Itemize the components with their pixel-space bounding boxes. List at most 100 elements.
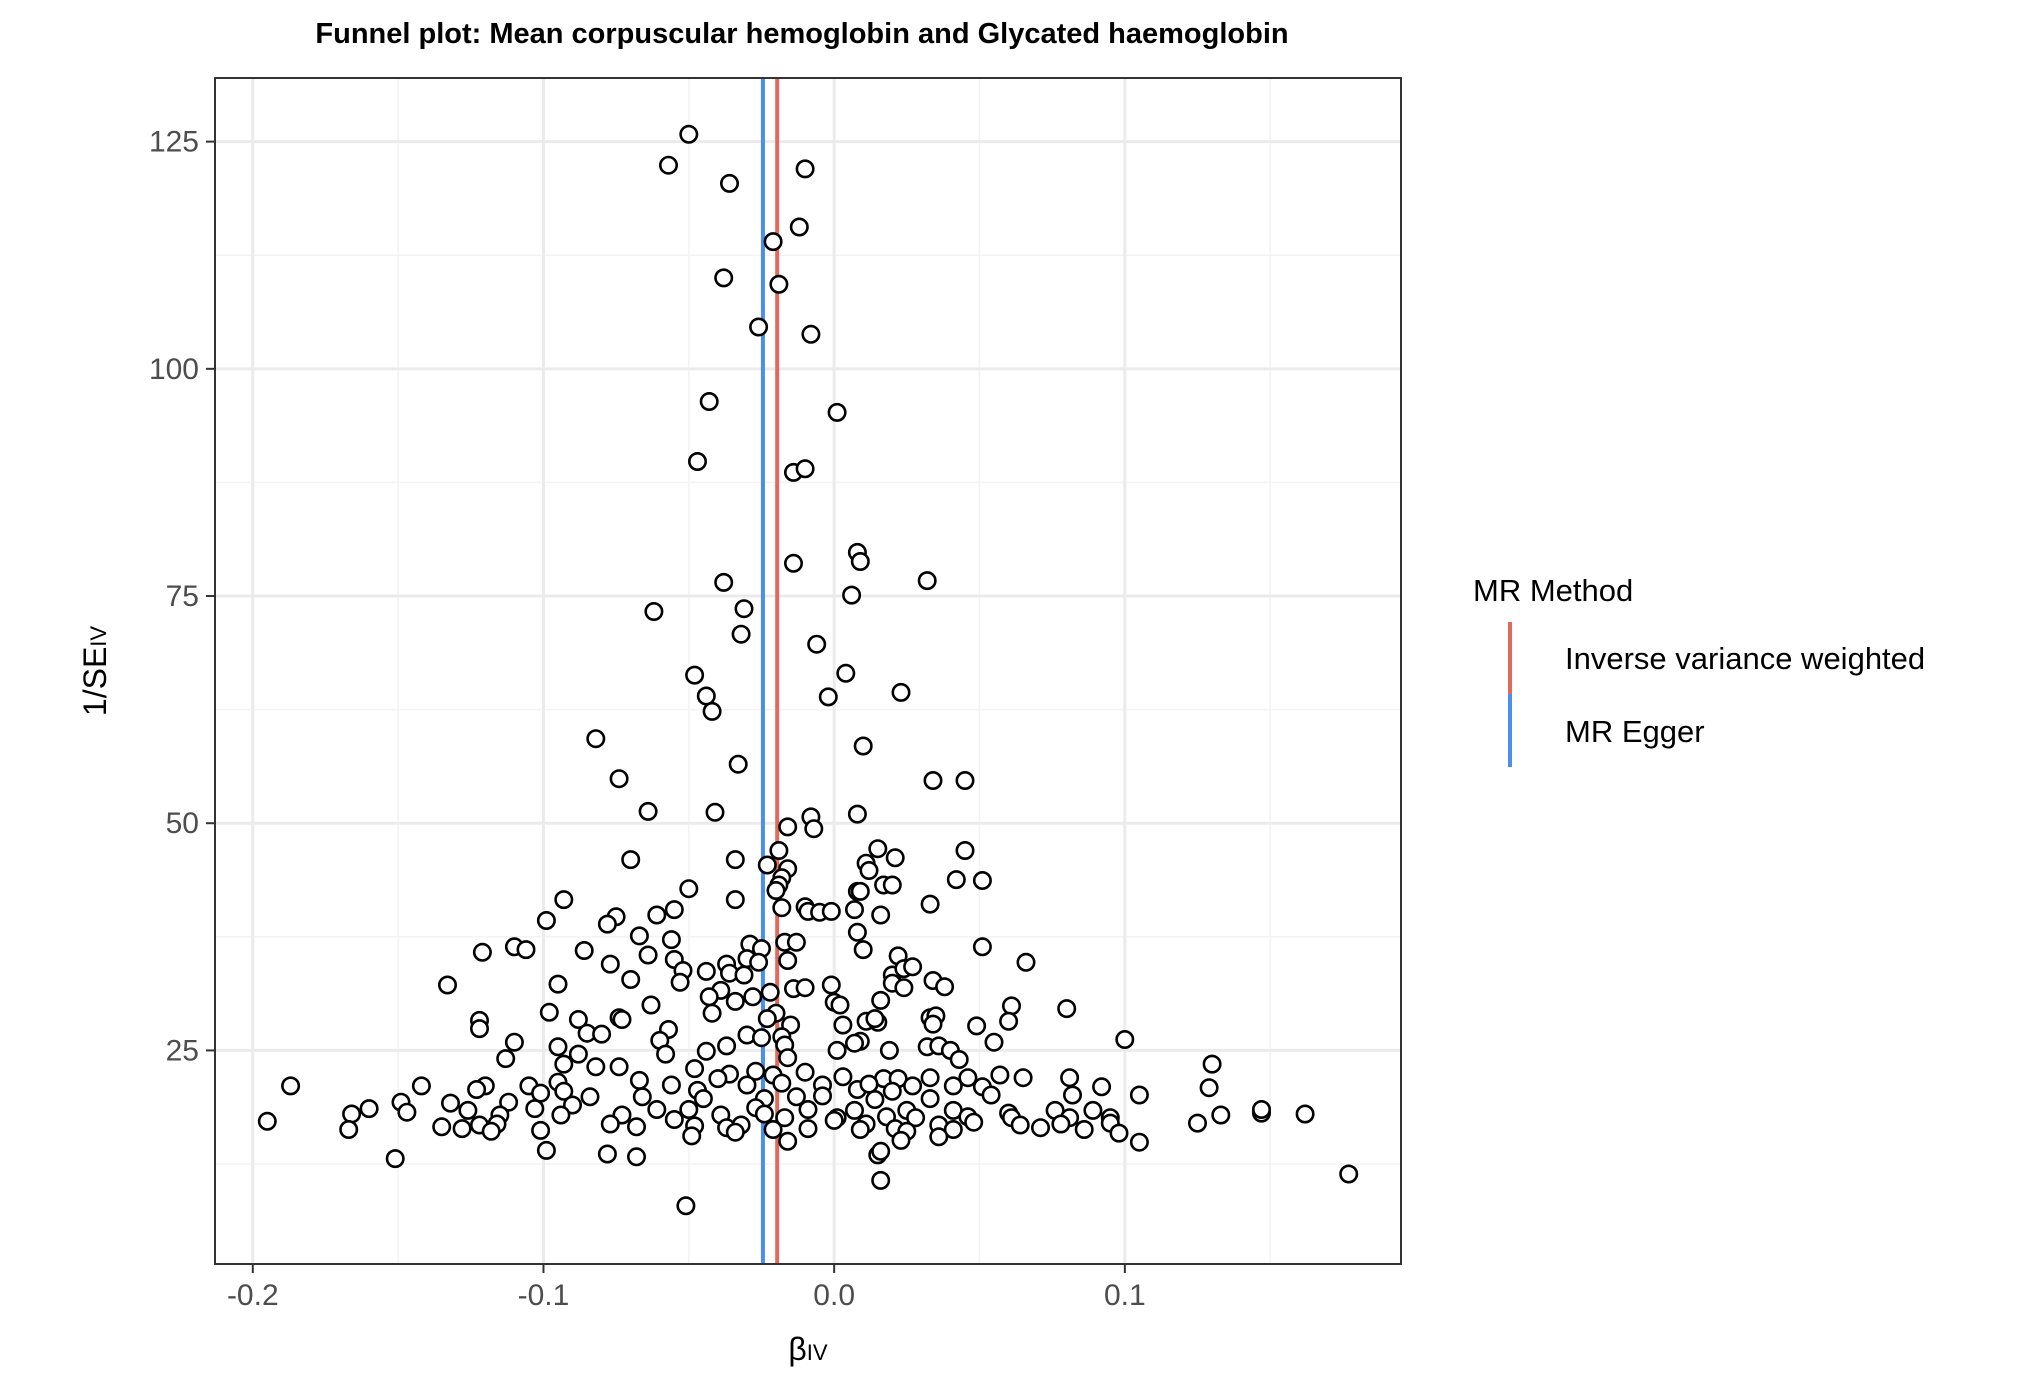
data-point bbox=[359, 1099, 379, 1119]
data-point bbox=[757, 1009, 777, 1029]
data-point bbox=[626, 1147, 646, 1167]
data-point bbox=[746, 1061, 766, 1081]
data-point bbox=[472, 942, 492, 962]
data-point bbox=[923, 1014, 943, 1034]
data-point bbox=[734, 599, 754, 619]
data-point bbox=[882, 1081, 902, 1101]
data-point bbox=[679, 1100, 699, 1120]
data-point bbox=[1083, 1100, 1103, 1120]
data-point bbox=[281, 1076, 301, 1096]
data-point bbox=[481, 1121, 501, 1141]
data-point bbox=[868, 839, 888, 859]
data-point bbox=[1016, 952, 1036, 972]
data-point bbox=[734, 965, 754, 985]
data-point bbox=[714, 572, 734, 592]
data-point bbox=[626, 1117, 646, 1137]
data-point bbox=[894, 978, 914, 998]
data-point bbox=[847, 804, 867, 824]
y-axis-label: 1/SEIV bbox=[77, 626, 113, 716]
data-point bbox=[531, 1120, 551, 1140]
x-tick-label: 0.1 bbox=[1104, 1279, 1146, 1312]
data-point bbox=[600, 1114, 620, 1134]
data-point bbox=[568, 1009, 588, 1029]
data-point bbox=[955, 770, 975, 790]
data-point bbox=[769, 274, 789, 294]
data-point bbox=[432, 1117, 452, 1137]
data-point bbox=[943, 1120, 963, 1140]
data-point bbox=[795, 1062, 815, 1082]
data-point bbox=[1031, 1118, 1051, 1138]
data-point bbox=[725, 850, 745, 870]
data-point bbox=[920, 894, 940, 914]
data-point bbox=[836, 663, 856, 683]
data-point bbox=[629, 1070, 649, 1090]
legend-label-mr-egger: MR Egger bbox=[1565, 714, 1705, 749]
data-point bbox=[609, 1057, 629, 1077]
data-point bbox=[664, 900, 684, 920]
data-point bbox=[772, 1073, 792, 1093]
data-point bbox=[946, 870, 966, 890]
data-point bbox=[783, 553, 803, 573]
data-point bbox=[1063, 1085, 1083, 1105]
data-point bbox=[885, 848, 905, 868]
data-point bbox=[903, 957, 923, 977]
data-point bbox=[754, 1104, 774, 1124]
data-point bbox=[833, 1067, 853, 1087]
data-point bbox=[865, 1090, 885, 1110]
data-point bbox=[920, 1068, 940, 1088]
chart-title: Funnel plot: Mean corpuscular hemoglobin… bbox=[315, 18, 1288, 50]
data-point bbox=[676, 1196, 696, 1216]
data-point bbox=[411, 1076, 431, 1096]
data-point bbox=[929, 1127, 949, 1147]
data-point bbox=[1109, 1123, 1129, 1143]
data-point bbox=[1115, 1030, 1135, 1050]
data-point bbox=[824, 1110, 844, 1130]
data-point bbox=[717, 1036, 737, 1056]
data-point bbox=[972, 870, 992, 890]
data-point bbox=[574, 940, 594, 960]
data-point bbox=[853, 940, 873, 960]
data-point bbox=[786, 1087, 806, 1107]
data-point bbox=[879, 1040, 899, 1060]
data-point bbox=[621, 850, 641, 870]
data-point bbox=[891, 682, 911, 702]
legend-label-ivw: Inverse variance weighted bbox=[1565, 641, 1925, 676]
data-point bbox=[760, 982, 780, 1002]
data-point bbox=[496, 1049, 516, 1069]
x-axis-label-subscript: IV bbox=[807, 1340, 828, 1365]
data-point bbox=[1199, 1078, 1219, 1098]
data-point bbox=[749, 317, 769, 337]
data-point bbox=[789, 217, 809, 237]
y-tick-label: 50 bbox=[166, 807, 199, 840]
data-point bbox=[568, 1044, 588, 1064]
data-point bbox=[548, 974, 568, 994]
data-point bbox=[786, 932, 806, 952]
data-point bbox=[1188, 1113, 1208, 1133]
data-point bbox=[818, 687, 838, 707]
data-point bbox=[440, 1093, 460, 1113]
data-point bbox=[257, 1111, 277, 1131]
data-point bbox=[958, 1068, 978, 1088]
data-point bbox=[882, 875, 902, 895]
legend-title: MR Method bbox=[1473, 573, 1633, 608]
data-point bbox=[586, 1057, 606, 1077]
data-point bbox=[458, 1100, 478, 1120]
data-point bbox=[1060, 1068, 1080, 1088]
data-point bbox=[903, 1076, 923, 1096]
data-point bbox=[891, 1130, 911, 1150]
data-point bbox=[679, 124, 699, 144]
data-point bbox=[844, 900, 864, 920]
data-point bbox=[339, 1120, 359, 1140]
data-point bbox=[795, 978, 815, 998]
data-point bbox=[708, 1069, 728, 1089]
data-point bbox=[964, 1112, 984, 1132]
data-point bbox=[670, 972, 690, 992]
y-tick-label: 125 bbox=[149, 126, 199, 159]
x-tick-label: -0.1 bbox=[518, 1279, 570, 1312]
data-point bbox=[702, 701, 722, 721]
data-point bbox=[1051, 1114, 1071, 1134]
data-point bbox=[865, 1009, 885, 1029]
data-point bbox=[853, 736, 873, 756]
x-axis-label: βIV bbox=[788, 1331, 828, 1367]
data-point bbox=[859, 1074, 879, 1094]
